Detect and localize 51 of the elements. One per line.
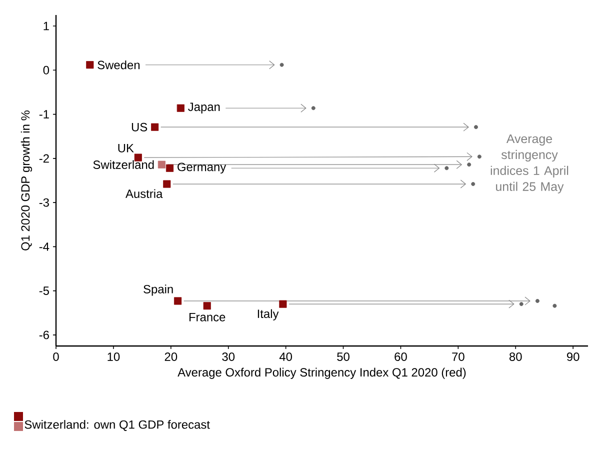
annotation: Spain (144, 284, 173, 296)
y-tick-label: -5 (39, 286, 49, 295)
x-tick-label: 80 (509, 352, 522, 361)
y-tick-label: 0 (43, 66, 50, 74)
y-tick-label: 1 (44, 22, 49, 30)
point (158, 160, 166, 168)
x-tick-label: 40 (279, 352, 292, 361)
point (477, 154, 482, 159)
point (279, 300, 287, 308)
annotation: Sweden (98, 60, 140, 70)
point (552, 304, 557, 308)
x-tick-label: 70 (452, 352, 464, 361)
point (280, 62, 284, 67)
x-tick-label: 50 (337, 352, 350, 361)
y-axis-title: Q1 2020 GDP growth in % (20, 110, 32, 250)
y-tick-label: -2 (39, 154, 49, 163)
x-tick-label: 20 (164, 352, 178, 361)
y-tick-label: -1 (39, 110, 49, 118)
annotation: Germany (178, 162, 226, 174)
point (474, 125, 478, 130)
annotation: Switzerland (93, 160, 154, 169)
point (163, 180, 171, 188)
point (535, 298, 540, 303)
point (203, 302, 211, 310)
x-axis-title: Average Oxford Policy Stringency Index Q1 2020 (red) (178, 368, 466, 379)
x-tick-label: 0 (53, 352, 59, 361)
point (467, 162, 472, 167)
x-tick-label: 30 (222, 352, 235, 361)
y-tick-label: -6 (39, 330, 49, 340)
annotation: Austria (126, 189, 163, 198)
annotation: UK (118, 144, 134, 152)
point (174, 297, 182, 305)
point (166, 164, 174, 172)
point (471, 182, 476, 186)
x-tick-label: 90 (566, 352, 580, 361)
y-tick-label: -3 (39, 198, 49, 207)
point (519, 302, 524, 306)
point (151, 123, 159, 131)
annotation: US (132, 122, 148, 132)
annotation: Japan (188, 102, 220, 114)
x-tick-label: 10 (108, 352, 120, 361)
legend-label: Switzerland: own Q1 GDP forecast (24, 420, 210, 431)
annotation: Average stringency indices 1 April until 25 May (490, 134, 568, 194)
point (444, 166, 449, 170)
x-tick-label: 60 (394, 352, 407, 361)
point (86, 61, 94, 69)
y-tick-label: -4 (39, 242, 50, 251)
annotation: Italy (258, 309, 279, 320)
annotation: France (189, 313, 226, 322)
point (311, 106, 316, 110)
point (176, 104, 184, 112)
